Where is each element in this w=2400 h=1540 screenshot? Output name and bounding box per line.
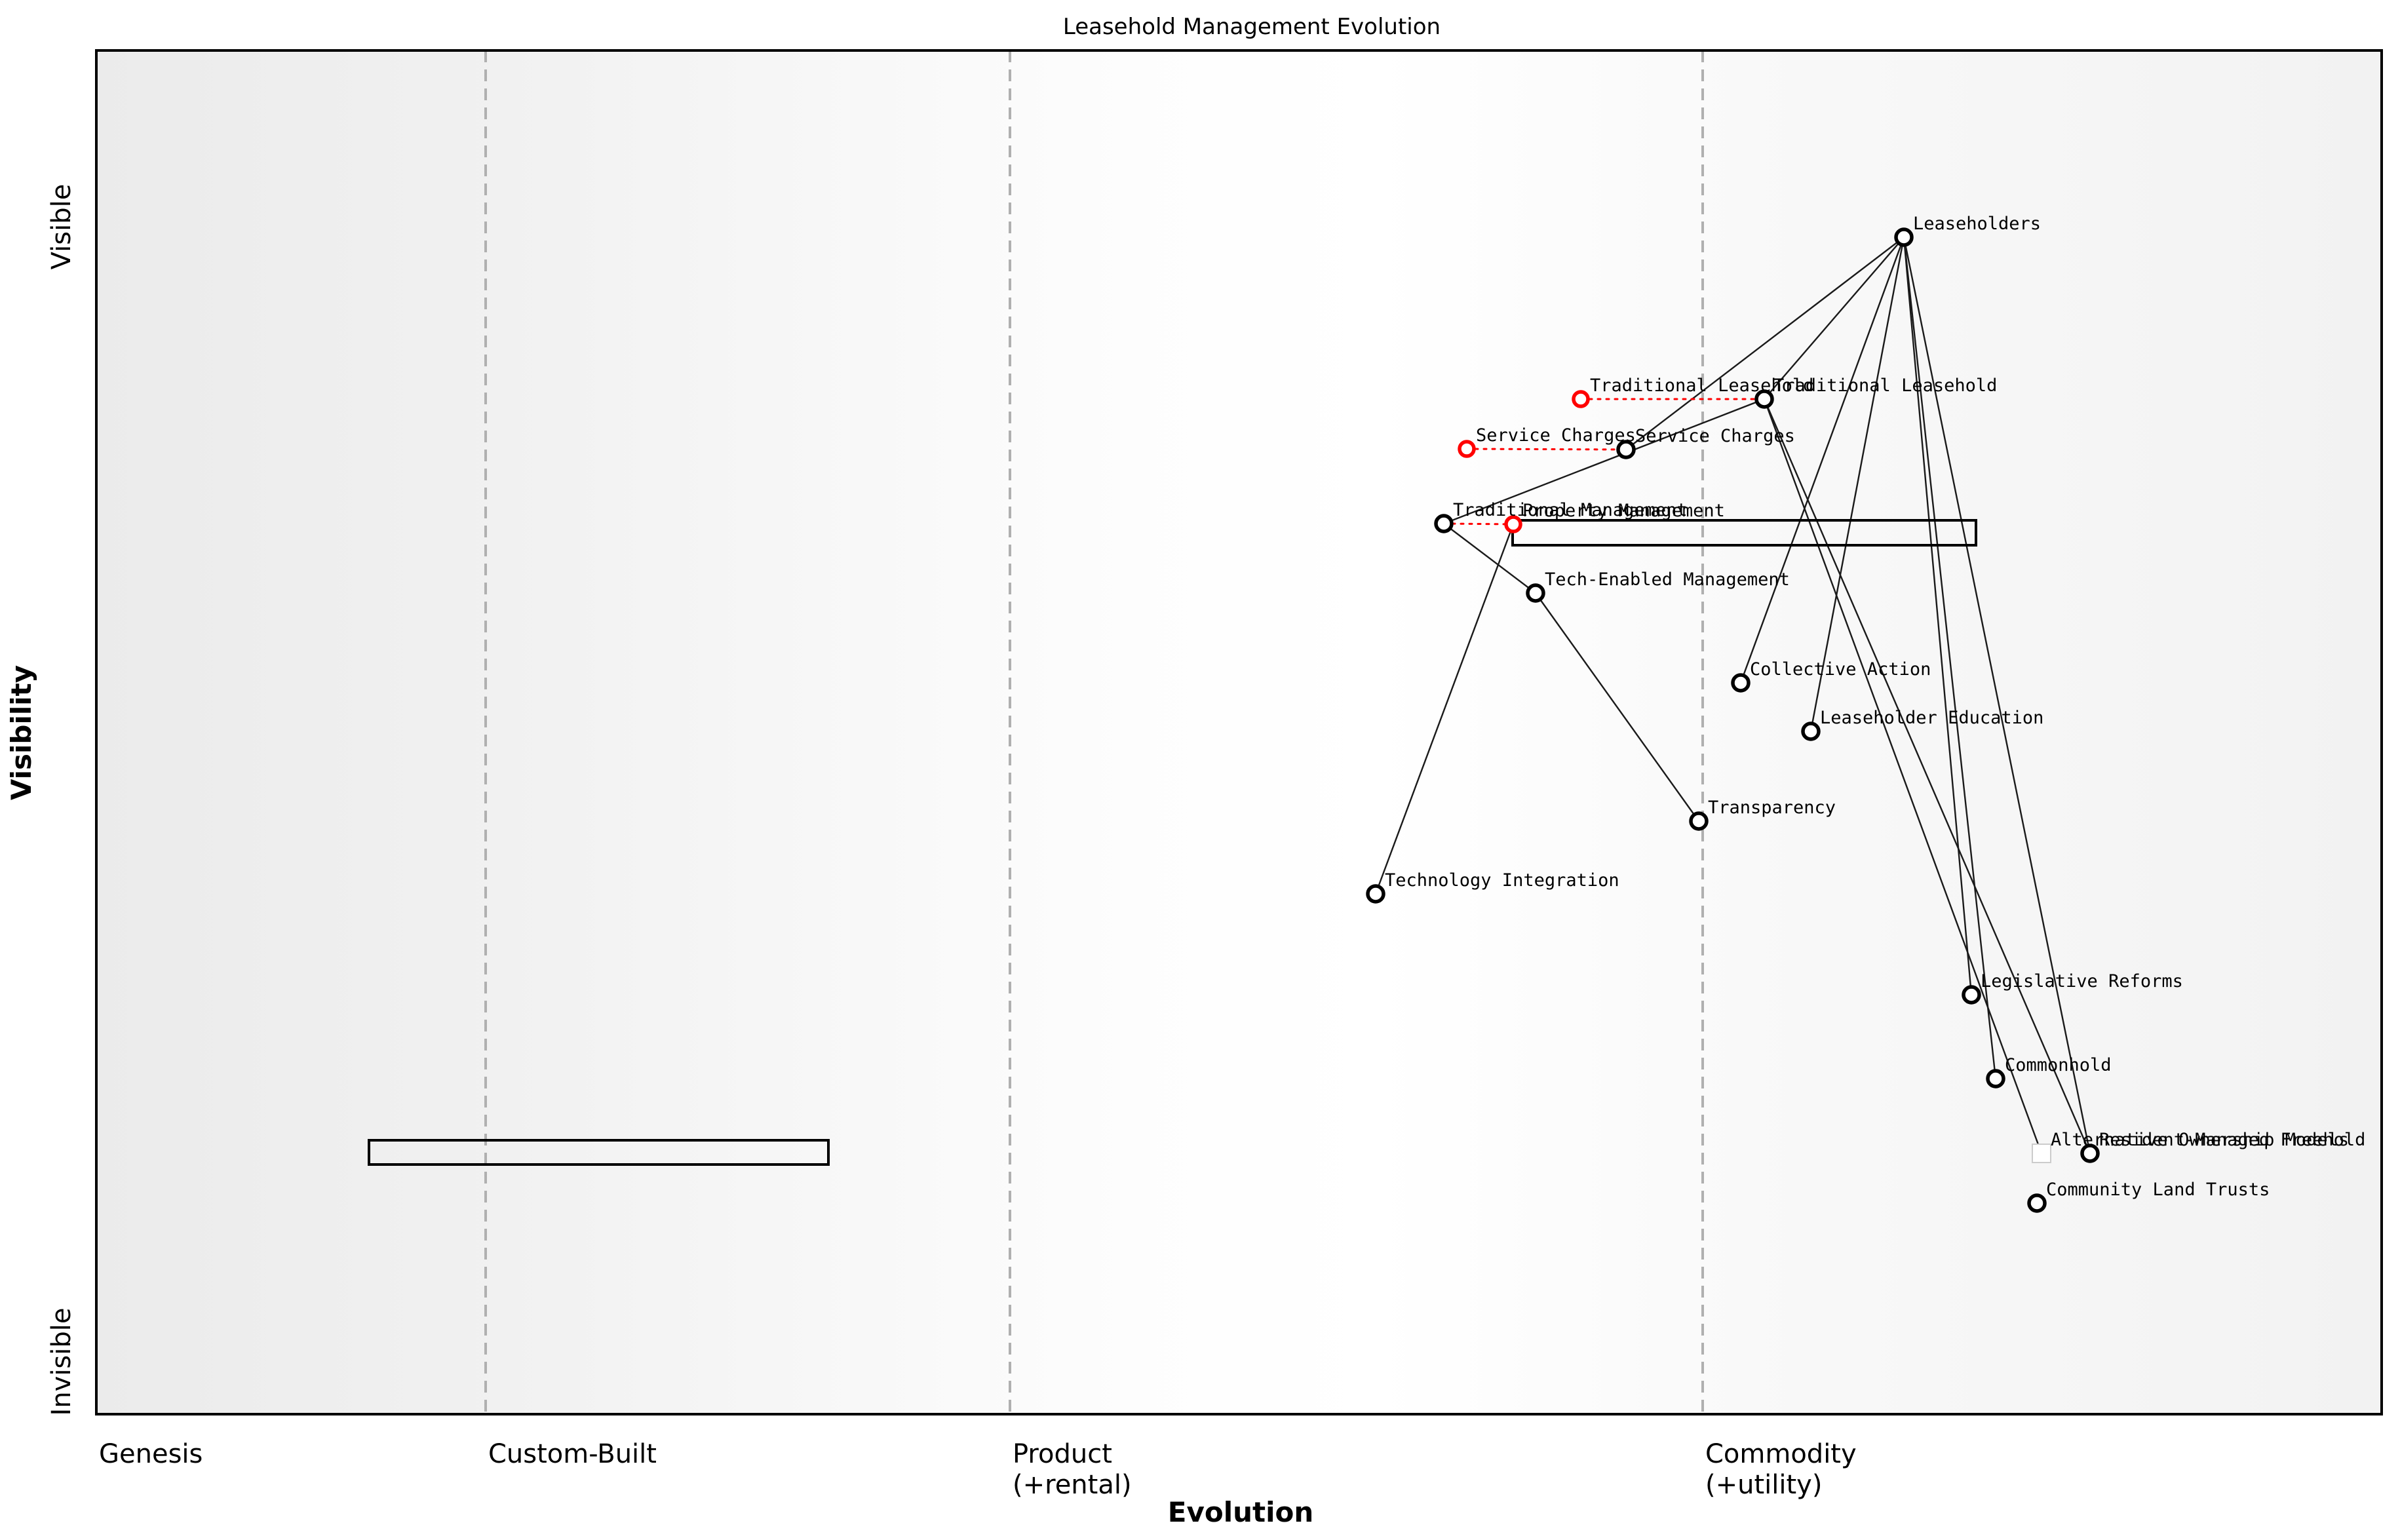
edge-traditional-leasehold--alternative-ownership-models	[1763, 398, 2043, 1154]
edge-tech-enabled-management--transparency	[1535, 592, 1699, 822]
node-traditional-leasehold-evolve[interactable]	[1572, 390, 1590, 408]
plot-background	[96, 50, 2382, 1414]
y-axis-top-tick: Visible	[47, 184, 77, 270]
node-commonhold[interactable]	[1986, 1069, 2005, 1088]
node-community-land-trusts[interactable]	[2027, 1193, 2047, 1213]
stage-label-3-line2: (+rental)	[1013, 1470, 1132, 1500]
node-label-traditional-leasehold-evolve: Traditional Leasehold	[1590, 375, 1813, 396]
node-label-traditional-management: Traditional Management	[1453, 500, 1688, 520]
evolve-links	[1442, 398, 1766, 526]
y-axis-label: Visibility	[5, 665, 37, 800]
edge-traditional-management--tech-enabled-management	[1443, 523, 1536, 594]
node-label-technology-integration: Technology Integration	[1385, 870, 1619, 891]
x-axis-label: Evolution	[1168, 1496, 1313, 1528]
node-label-transparency: Transparency	[1708, 798, 1836, 818]
stage-label-4: Commodity	[1705, 1439, 1857, 1469]
node-alternative-ownership-models[interactable]	[2032, 1144, 2051, 1163]
node-legislative-reforms[interactable]	[1962, 985, 1981, 1005]
stage-label-2: Custom-Built	[488, 1439, 657, 1469]
y-axis-bottom-tick: Invisible	[47, 1308, 77, 1416]
edge-leaseholders--commonhold	[1903, 237, 1997, 1079]
node-label-leaseholder-education: Leaseholder Education	[1820, 708, 2043, 728]
node-label-tech-enabled-management: Tech-Enabled Management	[1545, 569, 1790, 590]
edge-leaseholders--traditional-leasehold	[1764, 237, 1905, 400]
plot-border	[95, 49, 2383, 1415]
node-label-commonhold: Commonhold	[2005, 1055, 2112, 1075]
node-technology-integration[interactable]	[1366, 884, 1385, 904]
node-leaseholders[interactable]	[1894, 227, 1914, 247]
edge-leaseholders--service-charges	[1625, 237, 1905, 450]
node-label-resident-managed-freehold: Resident-Managed Freehold	[2099, 1130, 2365, 1150]
stage-label-1: Genesis	[99, 1439, 203, 1469]
node-label-legislative-reforms: Legislative Reforms	[1981, 971, 2183, 991]
edge-leaseholders--leaseholder-education	[1810, 237, 1905, 732]
node-label-service-charges: Service Charges	[1635, 426, 1795, 446]
edge-traditional-leasehold--traditional-management	[1443, 398, 1765, 525]
node-traditional-management[interactable]	[1434, 514, 1454, 533]
node-traditional-leasehold[interactable]	[1754, 389, 1774, 409]
node-label-leaseholders: Leaseholders	[1913, 214, 2041, 234]
node-label-alternative-ownership-models: Alternative Ownership Models	[2051, 1130, 2349, 1150]
nodes	[1366, 227, 2100, 1213]
node-label-collective-action: Collective Action	[1750, 659, 1931, 680]
node-service-charges[interactable]	[1616, 440, 1636, 459]
chart-title: Leasehold Management Evolution	[1063, 14, 1441, 40]
stage-label-4-line2: (+utility)	[1705, 1470, 1822, 1500]
node-label-traditional-leasehold: Traditional Leasehold	[1773, 375, 1997, 396]
stage-label-3: Product	[1013, 1439, 1112, 1469]
edge-leaseholders--resident-managed-freehold	[1903, 237, 2091, 1154]
node-tech-enabled-management[interactable]	[1526, 583, 1545, 603]
evolve-link-service-charges-evolve	[1465, 448, 1627, 451]
node-leaseholder-education[interactable]	[1801, 722, 1821, 741]
node-label-service-charges-evolve: Service Charges	[1476, 425, 1636, 446]
node-label-community-land-trusts: Community Land Trusts	[2046, 1180, 2270, 1200]
edge-leaseholders--legislative-reforms	[1903, 237, 1973, 995]
node-service-charges-evolve[interactable]	[1458, 440, 1476, 458]
node-transparency[interactable]	[1689, 811, 1709, 831]
node-collective-action[interactable]	[1731, 673, 1751, 693]
pipeline-2[interactable]	[368, 1139, 830, 1166]
edge-traditional-leasehold--resident-managed-freehold	[1763, 398, 2091, 1154]
edge-lines	[1374, 237, 2091, 1154]
edge-leaseholders--collective-action	[1739, 237, 1905, 683]
node-resident-managed-freehold[interactable]	[2080, 1144, 2100, 1163]
node-label-property-management-evolve: Property Management	[1522, 501, 1725, 521]
edge-property-management-evolve--technology-integration	[1374, 524, 1515, 895]
stage-labels: Genesis Custom-Built Product(+rental) Commo…	[99, 1439, 1857, 1500]
node-property-management-evolve[interactable]	[1504, 515, 1522, 533]
